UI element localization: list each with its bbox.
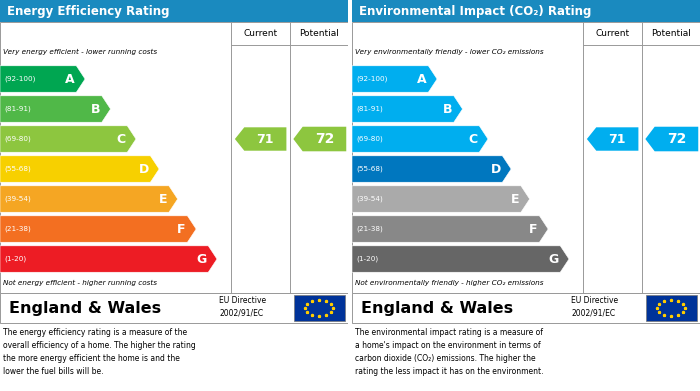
Bar <box>352 0 700 22</box>
Text: Current: Current <box>244 29 278 38</box>
Bar <box>646 295 696 321</box>
Text: Potential: Potential <box>299 29 339 38</box>
Text: A: A <box>65 72 75 86</box>
Polygon shape <box>352 246 569 272</box>
Polygon shape <box>352 186 530 212</box>
Text: (39-54): (39-54) <box>356 196 383 202</box>
Text: D: D <box>491 163 500 176</box>
Text: Energy Efficiency Rating: Energy Efficiency Rating <box>7 5 169 18</box>
Text: (55-68): (55-68) <box>356 166 383 172</box>
Text: Very environmentally friendly - lower CO₂ emissions: Very environmentally friendly - lower CO… <box>356 48 544 55</box>
Text: Potential: Potential <box>651 29 691 38</box>
Text: (39-54): (39-54) <box>4 196 31 202</box>
Text: Not energy efficient - higher running costs: Not energy efficient - higher running co… <box>4 280 158 285</box>
Text: (81-91): (81-91) <box>4 106 31 112</box>
Text: B: B <box>442 102 452 115</box>
Polygon shape <box>293 127 346 151</box>
Polygon shape <box>645 127 699 151</box>
Text: G: G <box>196 253 206 265</box>
Text: EU Directive
2002/91/EC: EU Directive 2002/91/EC <box>571 296 618 317</box>
Text: (55-68): (55-68) <box>4 166 31 172</box>
Text: (21-38): (21-38) <box>356 226 383 232</box>
Text: (1-20): (1-20) <box>4 256 27 262</box>
Text: Environmental Impact (CO₂) Rating: Environmental Impact (CO₂) Rating <box>359 5 592 18</box>
Text: Not environmentally friendly - higher CO₂ emissions: Not environmentally friendly - higher CO… <box>356 280 544 285</box>
Polygon shape <box>0 126 136 152</box>
Text: (81-91): (81-91) <box>356 106 383 112</box>
Polygon shape <box>587 127 638 151</box>
Polygon shape <box>0 66 85 92</box>
Text: Current: Current <box>596 29 630 38</box>
Text: E: E <box>159 192 167 206</box>
Text: EU Directive
2002/91/EC: EU Directive 2002/91/EC <box>219 296 267 317</box>
Bar <box>294 295 344 321</box>
Bar <box>352 293 700 323</box>
Bar <box>352 22 700 293</box>
Text: England & Wales: England & Wales <box>8 301 161 316</box>
Polygon shape <box>0 186 178 212</box>
Polygon shape <box>352 66 437 92</box>
Text: (92-100): (92-100) <box>4 76 36 82</box>
Bar <box>0 293 348 323</box>
Text: The energy efficiency rating is a measure of the
overall efficiency of a home. T: The energy efficiency rating is a measur… <box>4 328 196 376</box>
Polygon shape <box>352 216 548 242</box>
Text: 72: 72 <box>315 132 334 146</box>
Polygon shape <box>0 156 159 182</box>
Polygon shape <box>0 246 217 272</box>
Text: (69-80): (69-80) <box>4 136 31 142</box>
Text: A: A <box>417 72 426 86</box>
Text: 72: 72 <box>667 132 686 146</box>
Text: 71: 71 <box>257 133 274 145</box>
Bar <box>0 22 348 293</box>
Text: D: D <box>139 163 148 176</box>
Text: C: C <box>468 133 477 145</box>
Text: The environmental impact rating is a measure of
a home's impact on the environme: The environmental impact rating is a mea… <box>356 328 544 376</box>
Text: (69-80): (69-80) <box>356 136 383 142</box>
Text: Very energy efficient - lower running costs: Very energy efficient - lower running co… <box>4 48 158 55</box>
Text: 71: 71 <box>608 133 626 145</box>
Polygon shape <box>0 216 196 242</box>
Text: F: F <box>529 222 538 235</box>
Polygon shape <box>352 126 488 152</box>
Text: (1-20): (1-20) <box>356 256 378 262</box>
Text: C: C <box>116 133 125 145</box>
Polygon shape <box>352 156 511 182</box>
Text: B: B <box>90 102 100 115</box>
Text: England & Wales: England & Wales <box>360 301 513 316</box>
Polygon shape <box>0 96 111 122</box>
Bar <box>0 0 348 22</box>
Text: (92-100): (92-100) <box>356 76 388 82</box>
Text: E: E <box>511 192 519 206</box>
Text: (21-38): (21-38) <box>4 226 31 232</box>
Text: F: F <box>177 222 186 235</box>
Polygon shape <box>235 127 286 151</box>
Polygon shape <box>352 96 463 122</box>
Text: G: G <box>548 253 559 265</box>
